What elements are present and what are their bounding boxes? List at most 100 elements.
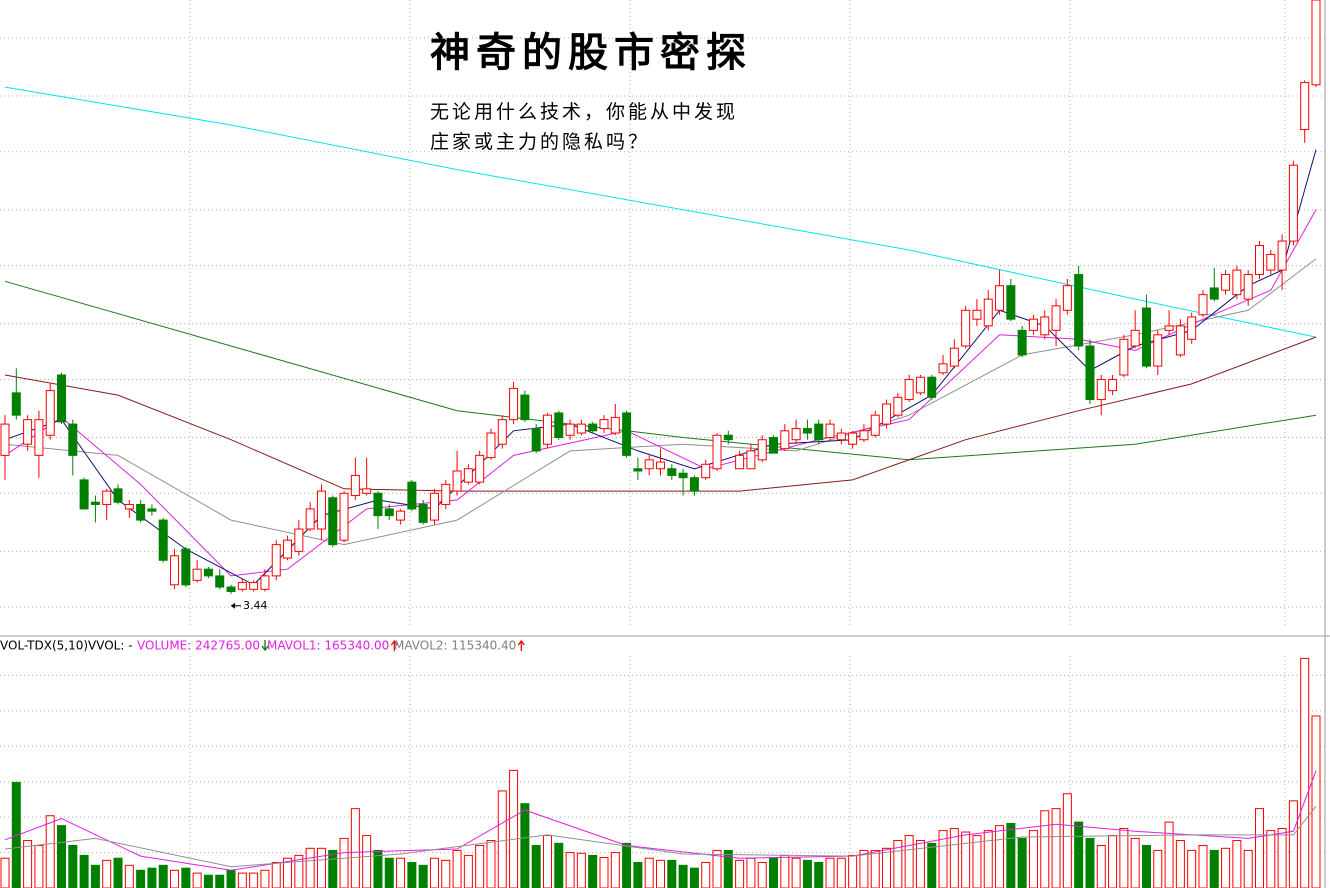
- candle-body: [656, 461, 665, 470]
- candle-body: [1175, 325, 1185, 356]
- volume-bar: [1209, 849, 1219, 888]
- candle-body: [599, 419, 609, 430]
- candle-layer: [0, 0, 1321, 594]
- candle-body: [418, 503, 428, 523]
- volume-bar: [339, 837, 349, 888]
- volume-bar: [644, 857, 654, 888]
- candle-body: [1130, 329, 1140, 347]
- candle-body: [520, 394, 530, 421]
- candle-body: [136, 503, 146, 521]
- volume-bar: [249, 872, 259, 888]
- volume-bar: [757, 861, 767, 888]
- volume-bar: [1232, 840, 1242, 888]
- volume-bar: [735, 859, 745, 888]
- volume-header-text: MAVOL1: 165340.00: [267, 639, 389, 653]
- candle-body: [712, 434, 722, 470]
- candle-body: [1119, 338, 1129, 376]
- volume-bar: [79, 854, 89, 888]
- volume-bar: [1130, 837, 1140, 888]
- volume-bar: [158, 864, 168, 888]
- volume-bar: [463, 854, 473, 888]
- volume-bar: [1198, 844, 1208, 888]
- candle-body: [452, 470, 462, 492]
- candle-body: [961, 309, 971, 347]
- volume-bar: [1300, 657, 1310, 888]
- candle-body: [226, 586, 236, 593]
- volume-bar: [769, 857, 779, 888]
- volume-bar: [565, 852, 575, 888]
- volume-bar: [1062, 793, 1072, 888]
- candle-body: [576, 423, 586, 434]
- volume-bar: [23, 840, 33, 888]
- volume-bar: [1243, 849, 1253, 888]
- candle-body: [1096, 378, 1106, 401]
- candle-body: [271, 544, 281, 577]
- volume-bar: [622, 842, 632, 888]
- candle-body: [339, 492, 349, 541]
- volume-bar: [68, 844, 78, 888]
- candle-body: [429, 492, 439, 521]
- volume-bar: [678, 864, 688, 888]
- candle-body: [610, 416, 620, 434]
- volume-bar: [870, 849, 880, 888]
- chart-title: 神奇的股市密探: [430, 29, 752, 76]
- candle-body: [90, 501, 100, 505]
- volume-bar: [441, 859, 451, 888]
- volume-bar: [938, 830, 948, 888]
- candle-body: [407, 481, 417, 510]
- candle-body: [836, 432, 846, 441]
- candle-body: [938, 363, 948, 374]
- volume-bar: [712, 849, 722, 888]
- volume-header-arrow: [261, 640, 269, 652]
- volume-bar: [407, 861, 417, 888]
- candle-body: [1051, 305, 1061, 331]
- candle-body: [147, 508, 157, 512]
- candle-body: [396, 510, 406, 521]
- candle-body: [181, 548, 191, 586]
- volume-bar: [1051, 808, 1061, 888]
- volume-bar: [927, 842, 937, 888]
- candle-body: [882, 403, 892, 425]
- volume-bar: [689, 867, 699, 888]
- volume-bar: [0, 857, 10, 888]
- candle-body: [497, 419, 507, 445]
- volume-bar: [1096, 844, 1106, 888]
- candle-body: [1277, 240, 1287, 271]
- low-label: 3.44: [243, 599, 268, 612]
- volume-bar: [825, 857, 835, 888]
- candle-body: [1288, 164, 1298, 242]
- candle-body: [927, 376, 937, 398]
- candle-body: [316, 490, 326, 530]
- volume-bar: [1277, 827, 1287, 888]
- volume-bar: [1164, 821, 1174, 888]
- volume-bar: [610, 852, 620, 888]
- candle-body: [294, 528, 304, 552]
- volume-header-arrow: [517, 639, 525, 651]
- volume-bar: [1017, 837, 1027, 888]
- candle-body: [509, 387, 519, 421]
- volume-bar: [656, 859, 665, 888]
- candle-body: [23, 419, 33, 445]
- volume-bar: [599, 857, 609, 888]
- candle-body: [848, 432, 858, 445]
- candle-body: [249, 582, 259, 590]
- volume-bar: [271, 861, 281, 888]
- volume-bar: [396, 857, 406, 888]
- candle-body: [1085, 345, 1095, 401]
- candle-body: [384, 508, 394, 517]
- candle-body: [701, 463, 711, 479]
- candle-body: [328, 497, 338, 546]
- volume-bar: [147, 867, 157, 888]
- volume-bar: [972, 835, 982, 888]
- candle-body: [633, 468, 643, 472]
- candle-body: [441, 483, 451, 505]
- candle-body: [79, 479, 89, 510]
- candle-body: [757, 439, 767, 461]
- volume-bar: [90, 864, 100, 888]
- candle-body: [170, 555, 180, 586]
- volume-bar: [520, 803, 530, 888]
- volume-bar: [531, 844, 541, 888]
- volume-bar: [904, 835, 914, 888]
- candle-body: [1108, 378, 1118, 392]
